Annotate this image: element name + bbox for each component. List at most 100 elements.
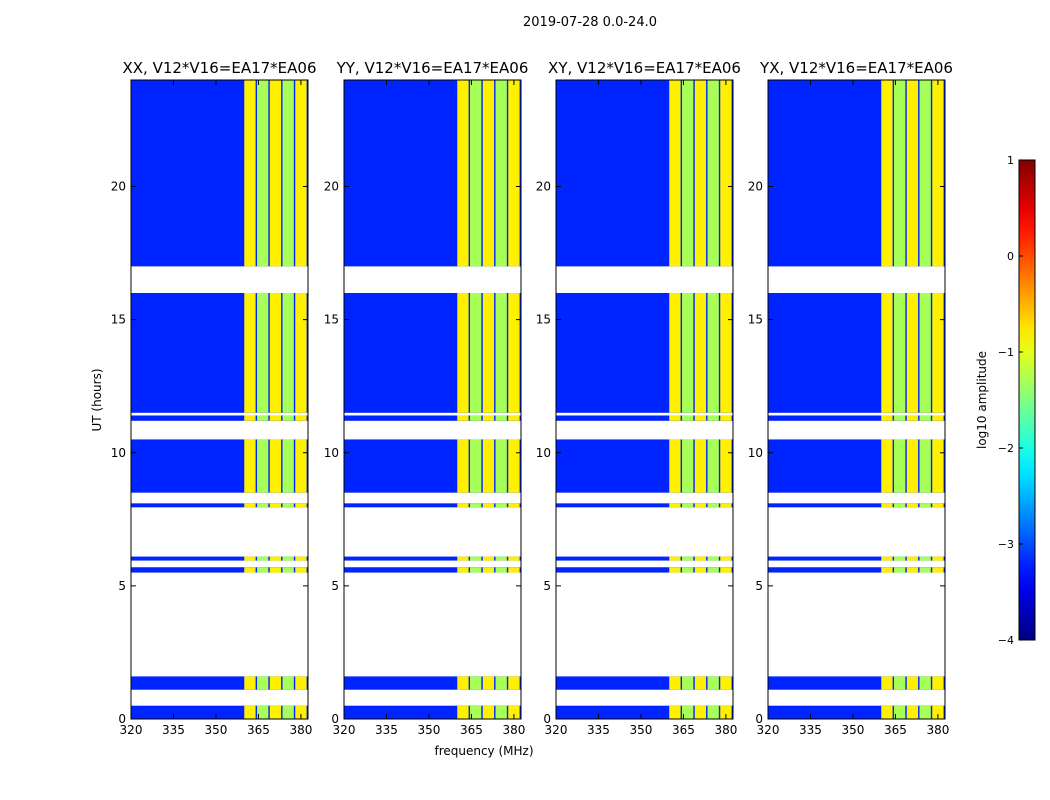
x-tick-label: 365 [672,723,695,737]
rfi-block [457,80,469,267]
y-tick-label: 15 [324,313,339,327]
data-band [131,80,308,267]
rfi-block [257,293,269,413]
rfi-block [244,705,256,719]
data-band [344,705,521,719]
panel: XY, V12*V16=EA17*EA06 320 335 350 365 380 0 5 10… [536,59,741,737]
rfi-block [508,415,520,421]
rfi-block [720,415,732,421]
rfi-block [932,415,944,421]
rfi-block [906,80,919,267]
rfi-block [457,439,469,493]
rfi-block [457,705,469,719]
rfi-block [295,676,307,690]
rfi-block [269,705,282,719]
rfi-block [295,556,307,561]
x-tick-label: 335 [162,723,185,737]
rfi-block [932,80,944,267]
x-tick-label: 365 [460,723,483,737]
rfi-block [495,293,507,413]
rfi-block [257,567,269,573]
heatmap-area [131,80,308,719]
y-tick-label: 20 [111,180,126,194]
rfi-block [906,567,919,573]
rfi-block [470,80,482,267]
rfi-block [495,439,507,493]
rfi-block [244,556,256,561]
rfi-block [457,293,469,413]
rfi-block [457,567,469,573]
rfi-block [669,293,681,413]
y-tick-label: 10 [748,446,763,460]
rfi-block [269,676,282,690]
rfi-block [257,705,269,719]
y-tick-label: 0 [118,712,126,726]
rfi-block [482,439,495,493]
y-tick-label: 20 [536,180,551,194]
rfi-block [470,293,482,413]
rfi-block [682,293,694,413]
rfi-block [932,676,944,690]
y-tick-label: 5 [118,579,126,593]
rfi-block [269,556,282,561]
y-tick-label: 0 [331,712,339,726]
panel-frame [767,79,946,720]
rfi-block [919,567,931,573]
x-tick-label: 350 [842,723,865,737]
data-band [344,293,521,413]
data-band [344,80,521,267]
heatmap-area [556,80,733,719]
rfi-block [919,293,931,413]
data-band [556,705,733,719]
panel-title: YY, V12*V16=EA17*EA06 [336,59,529,77]
rfi-block [694,705,707,719]
rfi-block [669,556,681,561]
rfi-block [269,439,282,493]
data-band [556,556,733,561]
rfi-block [470,556,482,561]
rfi-block [669,503,681,508]
panel: XX, V12*V16=EA17*EA06 320 335 350 365 380 0 5 10… [111,59,317,737]
rfi-block [482,567,495,573]
rfi-block [295,705,307,719]
data-band [556,503,733,508]
rfi-block [720,567,732,573]
rfi-block [669,415,681,421]
data-band [556,567,733,573]
rfi-block [282,439,294,493]
x-tick-label: 320 [333,723,356,737]
colorbar-label: log10 amplitude [975,351,989,449]
rfi-block [694,80,707,267]
rfi-block [244,439,256,493]
rfi-block [470,567,482,573]
figure-title: 2019-07-28 0.0-24.0 [523,15,657,30]
rfi-block [295,567,307,573]
rfi-block [694,503,707,508]
rfi-block [932,556,944,561]
rfi-block [919,439,931,493]
data-band [344,439,521,493]
rfi-block [906,415,919,421]
rfi-block [707,556,719,561]
rfi-block [508,705,520,719]
rfi-block [470,415,482,421]
rfi-block [495,556,507,561]
rfi-block [894,556,906,561]
rfi-block [482,503,495,508]
x-tick-label: 380 [502,723,525,737]
panel-title: XY, V12*V16=EA17*EA06 [548,59,741,77]
rfi-block [894,567,906,573]
rfi-block [682,676,694,690]
rfi-block [694,676,707,690]
rfi-block [682,439,694,493]
rfi-block [682,556,694,561]
rfi-block [707,439,719,493]
rfi-block [919,80,931,267]
rfi-block [694,293,707,413]
x-tick-label: 365 [884,723,907,737]
colorbar-tick-label: −4 [998,634,1014,647]
rfi-block [295,80,307,267]
data-band [768,503,945,508]
rfi-block [269,503,282,508]
rfi-block [881,676,893,690]
